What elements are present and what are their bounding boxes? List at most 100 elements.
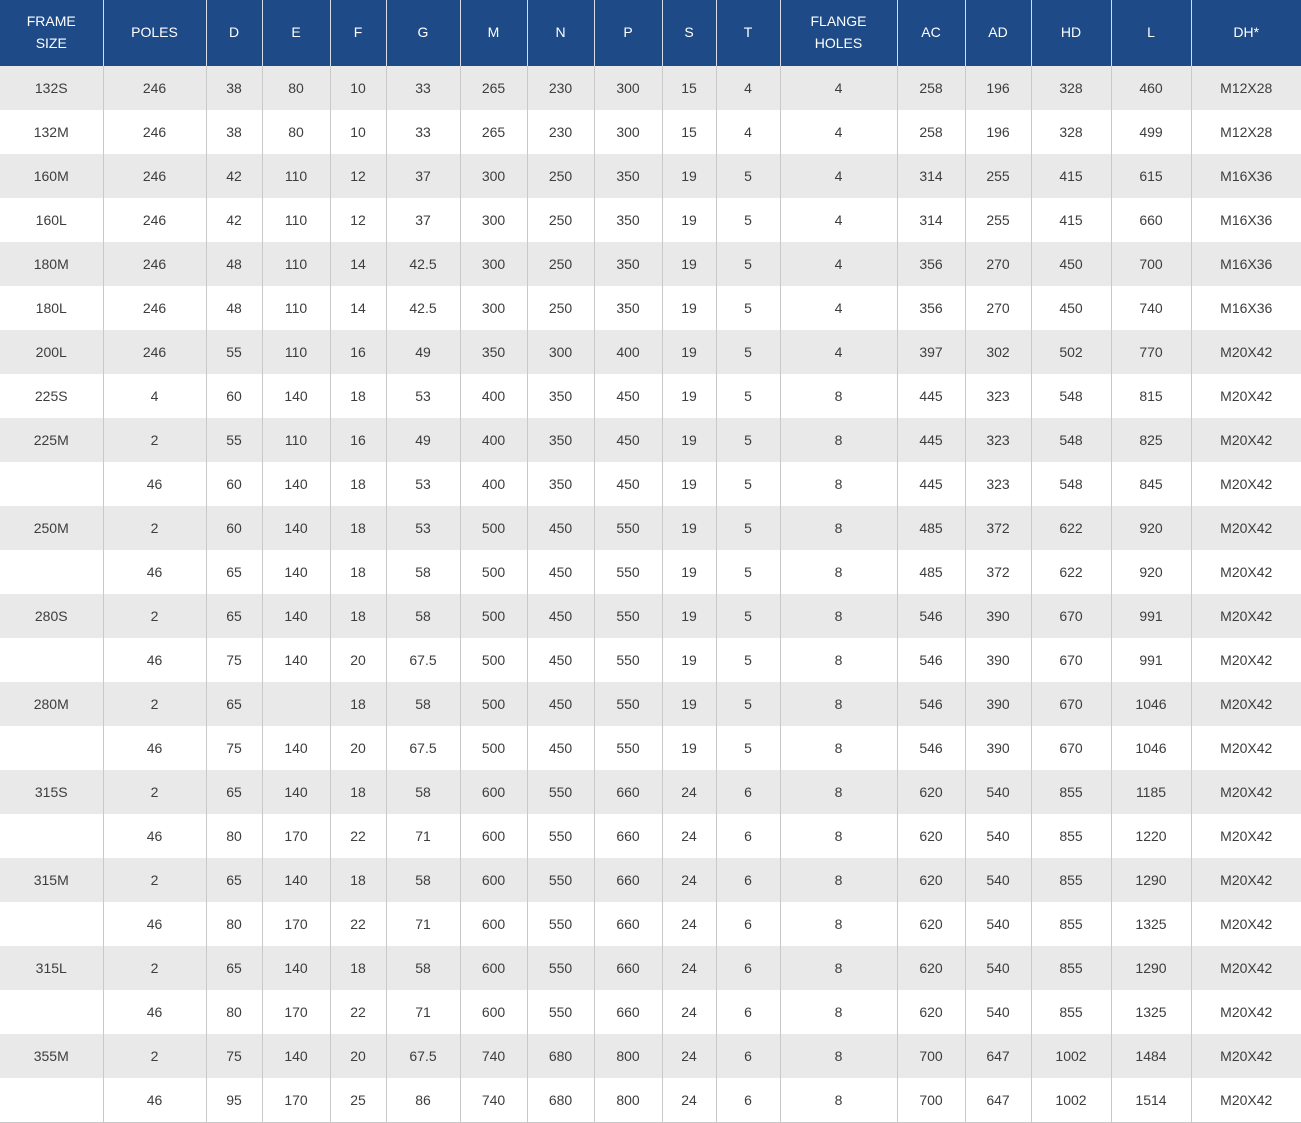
cell-e: 80 (262, 66, 331, 110)
cell-g: 53 (386, 374, 461, 418)
cell-e: 140 (262, 506, 331, 550)
cell-flange-holes: 8 (780, 1034, 898, 1078)
cell-m: 500 (460, 550, 528, 594)
cell-m: 600 (460, 814, 528, 858)
cell-n: 680 (527, 1078, 595, 1122)
col-header-frame-size: FRAME SIZE (0, 0, 104, 66)
cell-poles: 2 (103, 1034, 207, 1078)
cell-d: 48 (206, 286, 263, 330)
cell-s: 19 (662, 462, 717, 506)
cell-ad: 255 (965, 154, 1032, 198)
col-header-hd: HD (1031, 0, 1112, 66)
cell-f: 18 (330, 462, 387, 506)
cell-s: 19 (662, 726, 717, 770)
cell-poles: 246 (103, 198, 207, 242)
cell-flange-holes: 8 (780, 418, 898, 462)
cell-m: 265 (460, 66, 528, 110)
cell-m: 740 (460, 1034, 528, 1078)
cell-flange-holes: 4 (780, 154, 898, 198)
cell-hd: 328 (1031, 66, 1112, 110)
cell-p: 350 (594, 154, 663, 198)
cell-f: 14 (330, 242, 387, 286)
cell-l: 660 (1111, 198, 1192, 242)
cell-g: 33 (386, 110, 461, 154)
cell-ad: 390 (965, 594, 1032, 638)
cell-l: 1325 (1111, 990, 1192, 1034)
cell-hd: 548 (1031, 418, 1112, 462)
cell-frame-size (0, 462, 104, 506)
cell-poles: 2 (103, 418, 207, 462)
cell-l: 991 (1111, 638, 1192, 682)
cell-e: 110 (262, 286, 331, 330)
cell-p: 800 (594, 1034, 663, 1078)
cell-e: 80 (262, 110, 331, 154)
cell-frame-size: 315L (0, 946, 104, 990)
col-header-d: D (206, 0, 263, 66)
cell-l: 1290 (1111, 858, 1192, 902)
col-header-ad: AD (965, 0, 1032, 66)
cell-ad: 647 (965, 1078, 1032, 1122)
cell-d: 42 (206, 154, 263, 198)
cell-flange-holes: 8 (780, 1078, 898, 1122)
cell-ac: 546 (897, 726, 966, 770)
cell-f: 18 (330, 506, 387, 550)
cell-n: 250 (527, 154, 595, 198)
cell-g: 33 (386, 66, 461, 110)
cell-poles: 2 (103, 858, 207, 902)
cell-g: 86 (386, 1078, 461, 1122)
cell-ad: 196 (965, 110, 1032, 154)
cell-poles: 246 (103, 286, 207, 330)
cell-t: 6 (716, 946, 781, 990)
cell-n: 450 (527, 594, 595, 638)
cell-p: 550 (594, 638, 663, 682)
cell-hd: 622 (1031, 506, 1112, 550)
col-header-e: E (262, 0, 331, 66)
cell-f: 18 (330, 946, 387, 990)
cell-l: 1046 (1111, 682, 1192, 726)
cell-frame-size (0, 990, 104, 1034)
cell-ac: 258 (897, 66, 966, 110)
cell-e: 170 (262, 814, 331, 858)
cell-ac: 356 (897, 242, 966, 286)
cell-g: 71 (386, 990, 461, 1034)
cell-p: 350 (594, 286, 663, 330)
cell-s: 19 (662, 550, 717, 594)
cell-ac: 700 (897, 1078, 966, 1122)
cell-hd: 670 (1031, 682, 1112, 726)
table-row: 132S 246 38 80 10 33 265 230 300 15 4 4 258 196 328 460… (0, 66, 1301, 110)
cell-ad: 323 (965, 374, 1032, 418)
cell-d: 80 (206, 814, 263, 858)
cell-s: 19 (662, 154, 717, 198)
cell-ad: 540 (965, 990, 1032, 1034)
cell-m: 500 (460, 594, 528, 638)
cell-poles: 2 (103, 770, 207, 814)
cell-poles: 46 (103, 638, 207, 682)
cell-f: 18 (330, 682, 387, 726)
cell-dh: M20X42 (1191, 814, 1301, 858)
cell-e: 140 (262, 1034, 331, 1078)
table-body: 132S 246 38 80 10 33 265 230 300 15 4 4 258 196 328 460… (0, 66, 1301, 1122)
cell-t: 5 (716, 330, 781, 374)
col-header-l: L (1111, 0, 1192, 66)
cell-poles: 2 (103, 682, 207, 726)
cell-flange-holes: 8 (780, 682, 898, 726)
cell-flange-holes: 8 (780, 374, 898, 418)
cell-dh: M20X42 (1191, 726, 1301, 770)
cell-dh: M20X42 (1191, 770, 1301, 814)
cell-f: 25 (330, 1078, 387, 1122)
cell-hd: 1002 (1031, 1078, 1112, 1122)
cell-m: 740 (460, 1078, 528, 1122)
cell-n: 350 (527, 374, 595, 418)
cell-poles: 46 (103, 902, 207, 946)
cell-d: 60 (206, 462, 263, 506)
cell-s: 24 (662, 946, 717, 990)
cell-l: 615 (1111, 154, 1192, 198)
col-header-n: N (527, 0, 595, 66)
cell-n: 550 (527, 902, 595, 946)
cell-flange-holes: 4 (780, 242, 898, 286)
cell-m: 300 (460, 154, 528, 198)
cell-f: 20 (330, 1034, 387, 1078)
cell-flange-holes: 8 (780, 550, 898, 594)
cell-flange-holes: 8 (780, 814, 898, 858)
